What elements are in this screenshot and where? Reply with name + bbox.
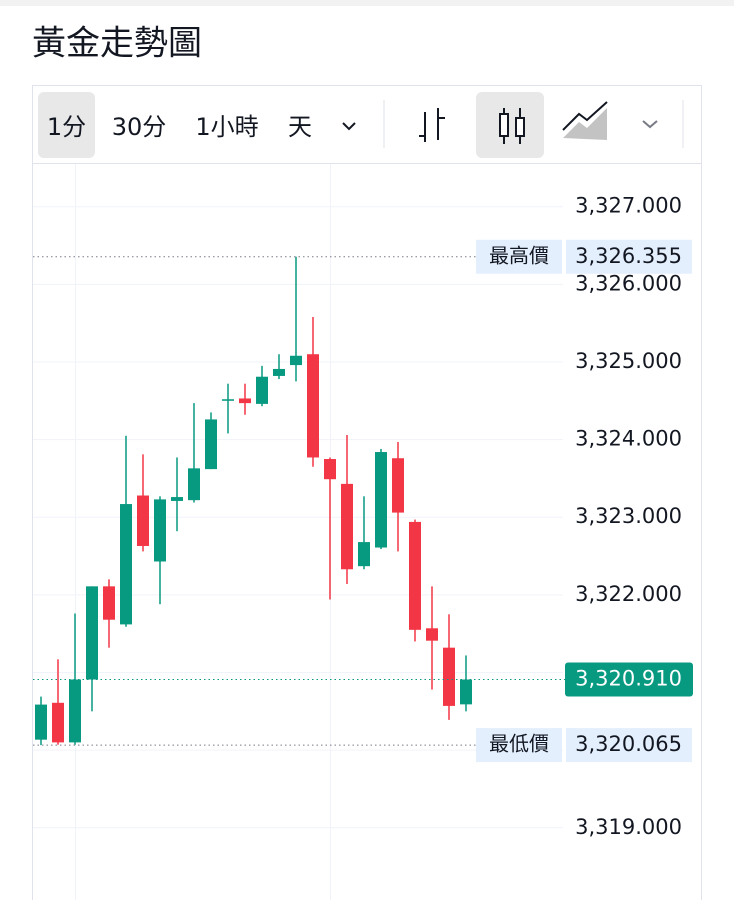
candle-body	[409, 521, 421, 630]
candle-body	[307, 354, 319, 458]
chart-title: 黃金走勢圖	[32, 24, 202, 64]
candle-body	[103, 586, 115, 620]
extreme-price-bg	[566, 728, 692, 763]
area-style-button[interactable]	[562, 101, 608, 140]
candle-body	[52, 702, 64, 743]
y-tick-label: 3,323.000	[575, 504, 682, 528]
candle-body	[205, 419, 217, 470]
candle-body	[426, 628, 438, 641]
extreme-tag: 最低價	[489, 732, 549, 756]
toolbar: 1分 30分 1小時 天	[38, 92, 684, 158]
candle-body	[188, 468, 200, 501]
candle-body	[443, 647, 455, 706]
last-price-label: 3,320.910	[575, 667, 682, 691]
style-dropdown[interactable]	[642, 120, 658, 129]
candle-body	[86, 586, 98, 680]
extreme-price: 3,326.355	[575, 244, 682, 268]
candle-body	[154, 499, 166, 562]
candle-body	[392, 458, 404, 513]
bar-style-button[interactable]	[419, 108, 445, 142]
last-price-bg	[565, 662, 693, 697]
extreme-tag-bg	[476, 239, 562, 274]
y-tick-label: 3,324.000	[575, 427, 682, 451]
candle-body	[239, 398, 251, 404]
y-tick-label: 3,326.000	[575, 271, 682, 295]
candle-body	[222, 399, 234, 401]
candle-body	[171, 497, 183, 501]
y-tick-label: 3,327.000	[575, 194, 682, 218]
y-tick-label: 3,322.000	[575, 582, 682, 606]
candle-body	[137, 495, 149, 546]
extreme-price-bg	[566, 239, 692, 274]
candle-body	[358, 542, 370, 567]
candle-icon	[499, 108, 525, 144]
chart-frame	[32, 85, 702, 904]
interval-button[interactable]: 30分	[112, 113, 167, 141]
candle-body	[460, 679, 472, 705]
candle-body	[290, 355, 302, 366]
interval-button[interactable]: 1分	[47, 113, 86, 141]
candle-body	[341, 483, 353, 570]
candle-body	[324, 459, 336, 480]
y-tick-label: 3,325.000	[575, 349, 682, 373]
candle-body	[375, 452, 387, 548]
extreme-price: 3,320.065	[575, 732, 682, 756]
interval-dropdown[interactable]	[342, 122, 356, 131]
interval-button[interactable]: 1小時	[195, 113, 258, 141]
candle-style-button[interactable]	[476, 92, 544, 158]
extreme-tag: 最高價	[489, 243, 549, 267]
interval-selected	[38, 92, 95, 158]
extreme-tag-bg	[476, 728, 562, 763]
y-tick-label: 3,319.000	[575, 815, 682, 839]
candle-body	[35, 704, 47, 740]
candle-body	[120, 504, 132, 625]
candle-body	[69, 679, 81, 743]
interval-button[interactable]: 天	[288, 113, 312, 141]
top-shadow	[0, 0, 734, 6]
candle-body	[256, 376, 268, 404]
candle-body	[273, 368, 285, 376]
